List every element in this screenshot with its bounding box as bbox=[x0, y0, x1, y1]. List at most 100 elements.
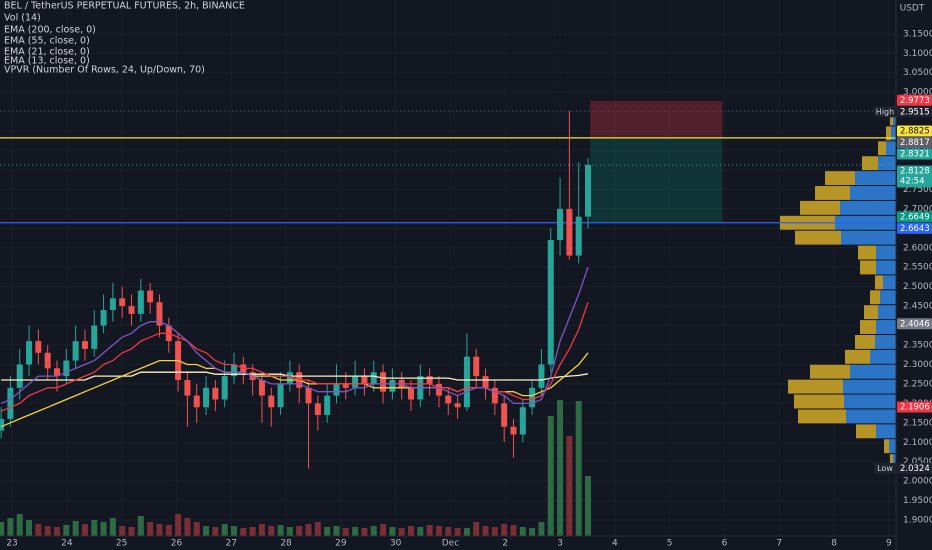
vp-down-bar bbox=[825, 171, 855, 186]
candle-body bbox=[342, 383, 349, 388]
volume-bar bbox=[193, 522, 200, 536]
vp-down-bar bbox=[870, 290, 880, 305]
plot bbox=[0, 101, 896, 536]
indicator-label: VPVR (Number Of Rows, 24, Up/Down, 70) bbox=[4, 65, 205, 76]
volume-bar bbox=[268, 526, 275, 536]
candle-body bbox=[333, 383, 340, 396]
candle-body bbox=[286, 372, 293, 384]
volume-bar bbox=[491, 527, 498, 536]
y-tick-label: 2.0500 bbox=[903, 457, 932, 467]
candle-body bbox=[454, 403, 461, 408]
volume-bar bbox=[398, 528, 405, 536]
volume-bar bbox=[445, 527, 452, 536]
x-tick-label: 7 bbox=[776, 539, 782, 549]
x-tick-label: 28 bbox=[280, 539, 292, 549]
candle-body bbox=[221, 376, 228, 400]
volume-bar bbox=[212, 527, 219, 536]
countdown: 42:54 bbox=[900, 177, 925, 187]
y-tick-label: 3.1500 bbox=[903, 29, 932, 39]
vp-up-bar bbox=[876, 245, 896, 260]
candle-body bbox=[119, 298, 126, 307]
vp-down-bar bbox=[800, 200, 840, 215]
volume-bar bbox=[231, 526, 238, 536]
volume-bar bbox=[44, 526, 51, 536]
y-tick-label: 2.3000 bbox=[903, 360, 932, 370]
currency-label: USDT bbox=[900, 4, 925, 14]
vp-up-bar bbox=[876, 424, 896, 439]
volume-bar bbox=[249, 527, 256, 536]
volume-bar bbox=[286, 527, 293, 536]
volume-bar bbox=[333, 526, 340, 536]
vp-up-bar bbox=[883, 275, 896, 290]
vp-down-bar bbox=[860, 260, 876, 275]
vp-up-bar bbox=[889, 439, 896, 454]
volume-bar bbox=[305, 524, 312, 536]
grid bbox=[0, 0, 896, 536]
volume-bar bbox=[165, 525, 172, 536]
price-label: 2.8321 bbox=[900, 150, 930, 160]
price-label-box bbox=[897, 222, 932, 234]
legend-entry: EMA (55, close, 0) bbox=[4, 36, 90, 47]
volume-bar bbox=[566, 436, 573, 536]
vp-down-bar bbox=[855, 334, 875, 349]
vp-up-bar bbox=[850, 186, 896, 200]
candle-body bbox=[361, 376, 368, 384]
volume-bar bbox=[408, 526, 415, 536]
vp-up-bar bbox=[841, 230, 896, 245]
volume-bar bbox=[473, 522, 480, 536]
volume-bar bbox=[137, 516, 144, 536]
y-tick-label: 3.0500 bbox=[903, 68, 932, 78]
volume-bar bbox=[585, 476, 592, 536]
candle-body bbox=[26, 341, 33, 365]
volume-bar bbox=[352, 527, 359, 536]
volume-bar bbox=[370, 526, 377, 536]
y-tick-label: 2.3500 bbox=[903, 341, 932, 351]
volume-bar bbox=[426, 525, 433, 536]
price-label: 2.8817 bbox=[900, 138, 930, 148]
vp-down-bar bbox=[862, 156, 878, 171]
ema-line bbox=[0, 266, 589, 405]
price-label: 2.6649 bbox=[900, 212, 930, 222]
candle-body bbox=[44, 352, 51, 369]
volume-bar bbox=[463, 528, 470, 536]
candle-body bbox=[538, 364, 545, 388]
volume-bar bbox=[277, 525, 284, 536]
price-tag: High bbox=[876, 107, 894, 116]
volume-bar bbox=[361, 528, 368, 536]
candle-body bbox=[482, 376, 489, 388]
candle-body bbox=[81, 341, 88, 349]
y-tick-label: 2.1500 bbox=[903, 418, 932, 428]
vp-down-bar bbox=[856, 424, 876, 439]
candle-body bbox=[473, 356, 480, 377]
volume-bar bbox=[203, 526, 210, 536]
price-label: 2.9773 bbox=[900, 96, 930, 106]
price-tag-box bbox=[874, 106, 896, 118]
volume-bar bbox=[510, 525, 517, 536]
vp-up-bar bbox=[893, 111, 896, 126]
price-label-box bbox=[897, 125, 932, 137]
vp-up-bar bbox=[878, 156, 896, 171]
candle-body bbox=[557, 208, 564, 240]
vp-down-bar bbox=[845, 349, 870, 364]
price-label: 2.6643 bbox=[900, 224, 930, 234]
volume-bar bbox=[575, 401, 582, 536]
x-tick-label: 4 bbox=[612, 539, 618, 549]
y-tick-label: 3.0000 bbox=[903, 88, 932, 98]
candle-body bbox=[426, 376, 433, 384]
candle-body bbox=[566, 208, 573, 256]
price-label: 2.4046 bbox=[900, 319, 930, 329]
candle-body bbox=[100, 310, 107, 326]
candle-body bbox=[324, 395, 331, 416]
volume-bar bbox=[63, 525, 70, 536]
vp-down-bar bbox=[878, 141, 886, 156]
volume-bar bbox=[519, 527, 526, 536]
vp-up-bar bbox=[855, 171, 896, 186]
candle-body bbox=[0, 418, 5, 431]
volume-bar bbox=[342, 528, 349, 536]
vp-up-bar bbox=[843, 379, 896, 394]
volume-bar bbox=[389, 527, 396, 536]
price-label: 2.9515 bbox=[900, 107, 930, 117]
x-tick-label: 2 bbox=[502, 539, 508, 549]
volume-bar bbox=[100, 522, 107, 536]
